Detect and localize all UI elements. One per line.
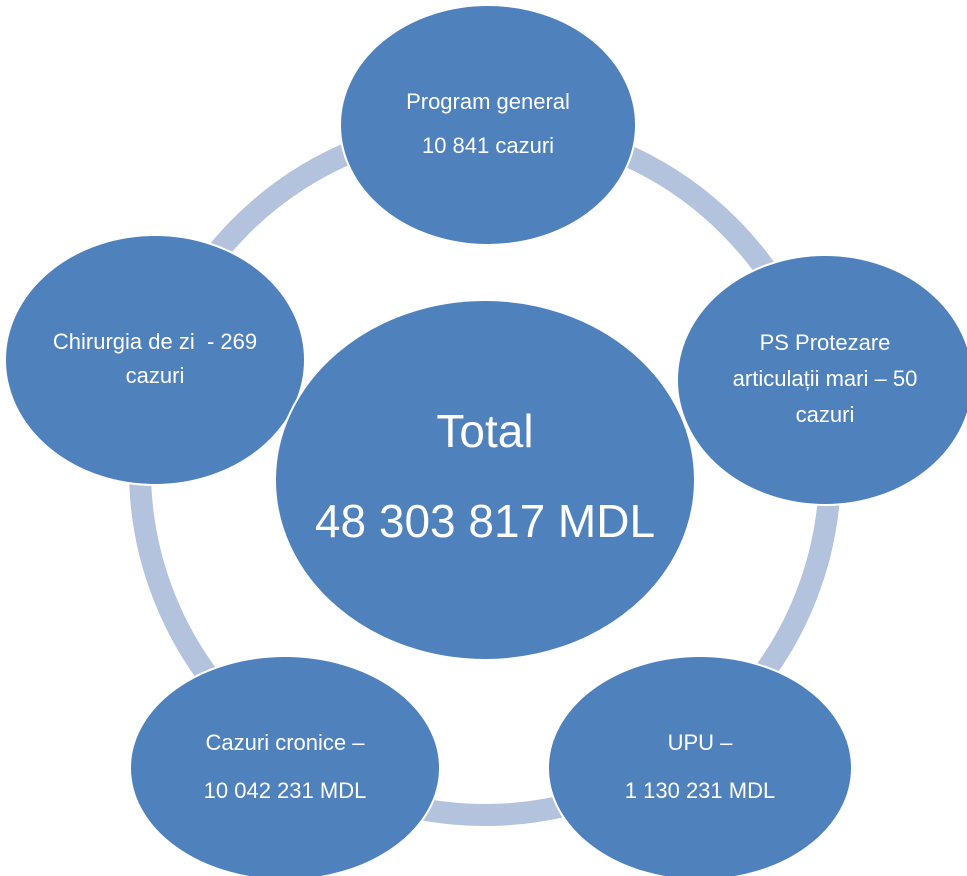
node-label: Cazuri cronice – <box>206 730 366 755</box>
node-label: cazuri <box>796 402 855 427</box>
node-label: PS Protezare <box>760 330 891 355</box>
center-node <box>274 299 696 661</box>
node-label: 10 841 cazuri <box>422 133 554 158</box>
nodes: Program general 10 841 cazuri PS Protezare… <box>4 4 967 876</box>
center-node-label: Total <box>436 405 533 457</box>
node <box>339 4 637 246</box>
node-label: Chirurgia de zi - 269 <box>53 329 257 354</box>
node-label: Program general <box>406 89 570 114</box>
node <box>676 254 967 506</box>
center-node-label: 48 303 817 MDL <box>315 495 655 547</box>
node-label: UPU – <box>668 730 734 755</box>
node-label: 1 130 231 MDL <box>625 778 775 803</box>
node <box>129 655 441 876</box>
node-label: articulații mari – 50 <box>733 366 918 391</box>
node <box>547 655 853 876</box>
node-label: cazuri <box>126 363 185 388</box>
node <box>4 234 306 486</box>
node-label: 10 042 231 MDL <box>204 778 367 803</box>
